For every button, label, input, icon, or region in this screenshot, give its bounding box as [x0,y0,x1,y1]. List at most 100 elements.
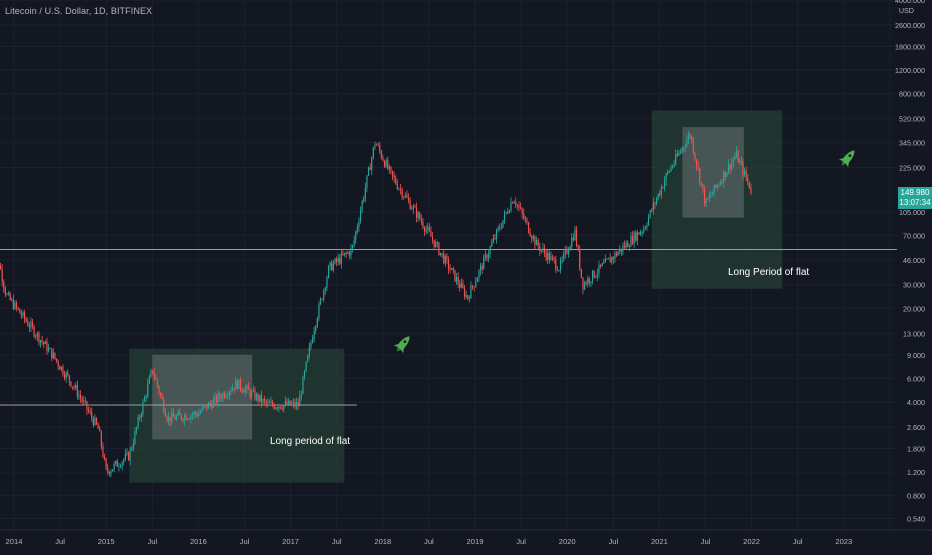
candle-body [20,313,22,316]
candle-body [596,273,598,277]
candle-body [19,309,21,314]
candle-body [279,406,282,409]
candle-body [219,393,221,398]
candle-body [702,184,704,190]
candle-body [286,401,288,405]
candle-body [91,412,93,419]
candle-body [651,210,653,212]
candle-body [270,401,272,404]
candle-body [25,318,27,322]
candle-body [241,388,243,392]
candle-body [81,398,83,402]
candle-body [182,418,184,421]
candle-body [355,231,357,240]
candle-body [283,404,285,410]
candle-body [508,211,510,213]
candle-body [535,239,538,246]
candle-body [601,263,603,267]
price-axis: 4000.000 2600.000 1800.000 1200.000 800.000 5… [895,0,925,524]
candle-body [345,252,347,254]
candle-body [369,167,371,171]
candle-body [665,173,667,182]
candle-body [510,202,512,212]
time-axis-label: Jul [147,537,157,546]
candle-body [438,242,440,255]
candle-body [708,195,710,199]
candle-body [116,460,118,467]
candle-body [225,396,227,398]
candle-body [399,188,402,190]
candle-body [497,227,499,230]
candle-body [372,147,374,158]
candle-body [46,341,48,352]
candle-body [540,249,542,251]
candle-body [454,269,456,282]
candle-body [644,227,646,229]
candle-body [582,277,584,290]
candle-body [667,171,669,174]
candle-body [105,458,107,469]
candle-body [569,246,571,251]
time-axis-label: Jul [424,537,434,546]
price-axis-label: 225.000 [899,163,925,172]
candle-body [431,236,434,241]
candle-body [580,268,582,278]
candle-body [97,424,99,429]
candle-body [526,219,528,223]
candle-body [655,198,658,204]
candle-body [35,336,37,338]
candle-body [115,460,117,464]
candle-body [566,249,568,254]
candle-body [403,197,405,198]
candle-body [585,282,587,285]
candle-body [531,236,533,239]
range-boxes [129,110,783,483]
candle-body [636,232,638,241]
candle-body [748,181,750,189]
candle-body [313,330,315,339]
candle-body [523,213,525,219]
candle-body [295,402,298,407]
candle-body [31,322,34,327]
candle-body [460,283,462,288]
time-axis-label: 2015 [98,537,115,546]
candle-body [195,412,197,415]
candle-body [659,193,661,195]
candle-body [691,136,693,141]
candle-body [499,227,501,229]
candle-body [695,159,698,167]
candle-body [451,268,453,270]
candle-body [599,264,602,267]
candle-body [99,428,101,432]
candle-body [300,394,302,396]
candle-body [471,285,474,287]
candle-body [623,245,626,248]
time-axis-label: 2021 [651,537,668,546]
candle-body [137,417,139,428]
candle-body [505,212,507,214]
candle-body [159,392,162,396]
candle-body [102,446,104,457]
candle-body [212,399,214,408]
candle-body [459,284,461,288]
candle-body [302,376,304,395]
candle-body [183,415,186,421]
candle-body [739,160,741,163]
candle-body [625,242,627,248]
candle-body [657,193,659,199]
candle-body [393,175,395,178]
candle-body [167,416,170,421]
price-axis-label: 1.800 [907,444,925,453]
price-axis-label: 0.800 [907,492,925,501]
candle-body [252,390,254,392]
candle-body [339,257,341,264]
candle-body [222,393,224,399]
candle-body [199,411,202,414]
candle-body [542,248,544,250]
candle-body [0,265,2,270]
candle-body [51,348,53,359]
candle-body [151,370,154,373]
candle-body [135,427,138,432]
